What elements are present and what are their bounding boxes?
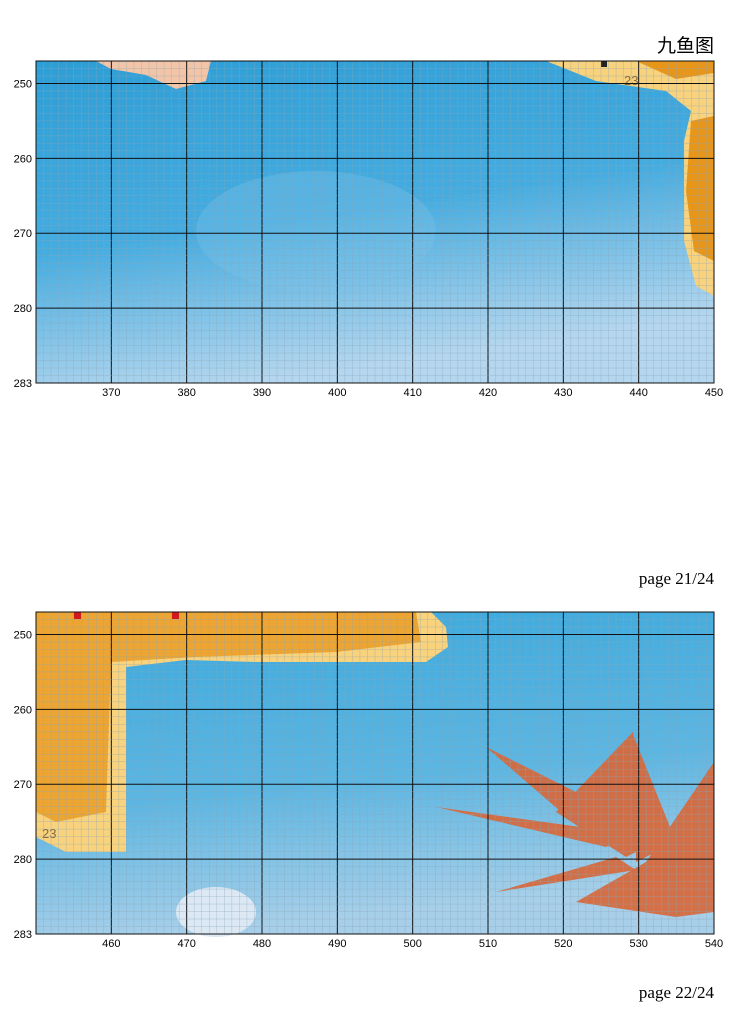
stitch bbox=[74, 612, 81, 619]
shade bbox=[196, 171, 436, 291]
shade bbox=[176, 887, 256, 937]
x-label: 410 bbox=[403, 387, 421, 399]
y-label: 270 bbox=[14, 779, 32, 791]
y-label: 283 bbox=[14, 929, 32, 941]
y-label: 280 bbox=[14, 303, 32, 315]
x-label: 500 bbox=[403, 938, 421, 950]
chart-panel: 23 370 380 390 400 410 420 430 440 4502502602702… bbox=[14, 60, 723, 399]
panel-border bbox=[35, 60, 715, 384]
x-label: 430 bbox=[554, 387, 572, 399]
x-label: 460 bbox=[102, 938, 120, 950]
x-label: 440 bbox=[629, 387, 647, 399]
symbol-label: 23 bbox=[42, 826, 56, 841]
y-label: 280 bbox=[14, 854, 32, 866]
x-label: 370 bbox=[102, 387, 120, 399]
title: 九鱼图 bbox=[657, 35, 714, 57]
x-label: 530 bbox=[629, 938, 647, 950]
stitch bbox=[601, 61, 607, 67]
page-number: page 22/24 bbox=[639, 983, 715, 1002]
x-label: 520 bbox=[554, 938, 572, 950]
x-label: 510 bbox=[479, 938, 497, 950]
stitch-area bbox=[96, 61, 211, 89]
x-label: 480 bbox=[253, 938, 271, 950]
y-label: 283 bbox=[14, 378, 32, 390]
stitch-area bbox=[546, 61, 714, 296]
y-label: 270 bbox=[14, 228, 32, 240]
y-label: 250 bbox=[14, 629, 32, 641]
x-label: 470 bbox=[177, 938, 195, 950]
stitch bbox=[172, 612, 179, 619]
chart-panel: 23 460 470 480 490 500 510 520 530 540 250 260 270 2… bbox=[14, 611, 723, 950]
x-label: 450 bbox=[705, 387, 723, 399]
page-number: page 21/24 bbox=[639, 569, 715, 588]
x-label: 420 bbox=[479, 387, 497, 399]
y-label: 260 bbox=[14, 153, 32, 165]
x-label: 490 bbox=[328, 938, 346, 950]
y-label: 250 bbox=[14, 78, 32, 90]
x-label: 390 bbox=[253, 387, 271, 399]
x-label: 400 bbox=[328, 387, 346, 399]
y-label: 260 bbox=[14, 704, 32, 716]
stitch-area bbox=[636, 61, 714, 79]
x-label: 540 bbox=[705, 938, 723, 950]
x-label: 380 bbox=[177, 387, 195, 399]
panel-border bbox=[35, 611, 715, 935]
